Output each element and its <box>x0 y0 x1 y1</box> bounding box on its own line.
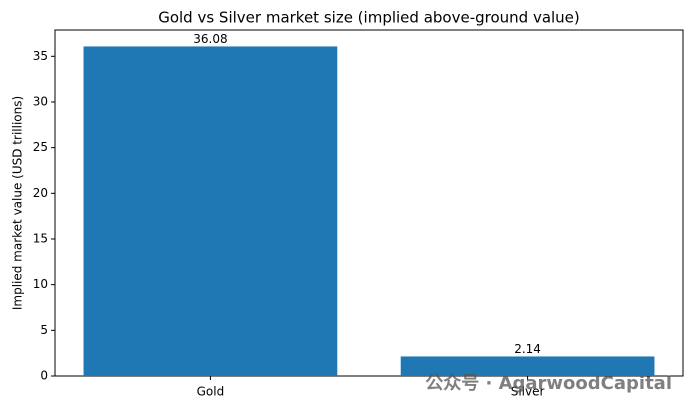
bar <box>400 356 655 376</box>
x-tick-label: Gold <box>197 385 225 399</box>
watermark: 公众号 · AgarwoodCapital <box>425 372 672 394</box>
y-axis-label: Implied market value (USD trillions) <box>11 96 25 310</box>
plot-frame <box>54 29 684 377</box>
value-label: 2.14 <box>514 342 541 356</box>
value-label: 36.08 <box>193 32 227 46</box>
bar <box>83 46 338 376</box>
y-tick-label: 20 <box>33 186 48 200</box>
y-tick-label: 5 <box>40 323 48 337</box>
x-tick-label: Silver <box>511 385 545 399</box>
y-tick-label: 25 <box>33 140 48 154</box>
y-tick-label: 0 <box>40 369 48 383</box>
chart-title: Gold vs Silver market size (implied abov… <box>158 9 580 27</box>
y-tick-label: 30 <box>33 94 48 108</box>
y-tick-label: 35 <box>33 49 48 63</box>
y-tick-label: 10 <box>33 277 48 291</box>
y-tick-label: 15 <box>33 231 48 245</box>
